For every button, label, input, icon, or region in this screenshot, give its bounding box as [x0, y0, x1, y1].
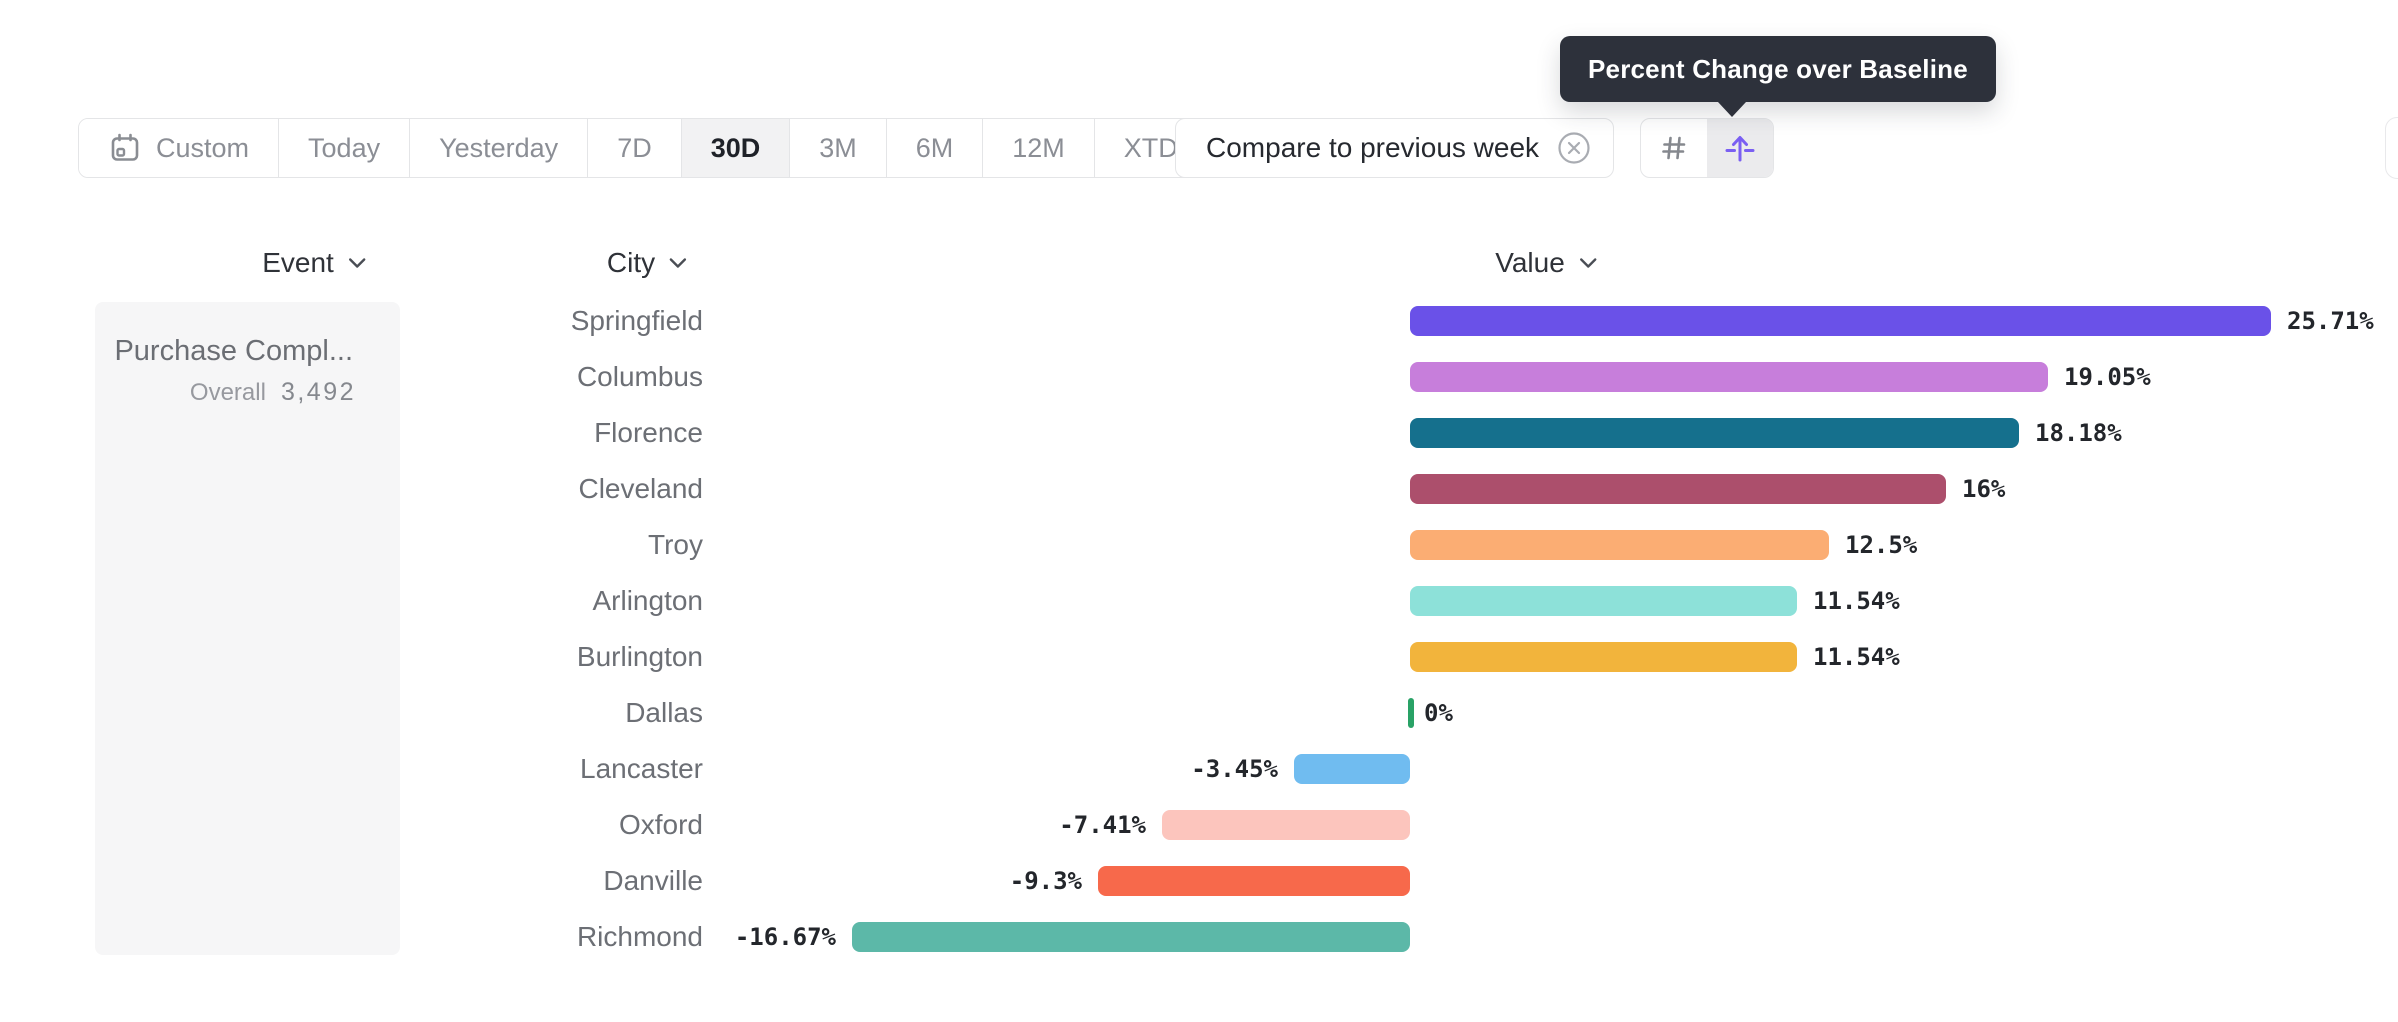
compare-to-previous-week-button[interactable]: Compare to previous week	[1175, 118, 1615, 178]
city-label-oxford: Oxford	[618, 809, 703, 840]
value-label-dallas: 0%	[1424, 699, 1453, 727]
city-label-troy: Troy	[648, 529, 703, 560]
chevron-down-icon	[348, 258, 366, 268]
bar-florence[interactable]	[1410, 418, 2019, 448]
percent-change-baseline-icon	[1722, 130, 1758, 166]
bar-arlington[interactable]	[1410, 586, 1797, 616]
value-label-columbus: 19.05%	[2064, 363, 2151, 391]
date-range-12m[interactable]: 12M	[983, 119, 1095, 177]
column-header-city-label: City	[606, 247, 656, 278]
tooltip-caret	[1718, 102, 1746, 117]
number-grid-icon	[1656, 130, 1692, 166]
date-range-label: Custom	[156, 132, 250, 163]
bar-richmond[interactable]	[852, 922, 1410, 952]
city-label-burlington: Burlington	[576, 641, 703, 672]
column-header-value[interactable]: Value	[1495, 247, 1599, 279]
column-header-city[interactable]: City	[607, 247, 689, 279]
value-label-danville: -9.3%	[1009, 867, 1082, 895]
city-label-columbus: Columbus	[576, 361, 703, 392]
date-range-label: XTD	[1123, 132, 1178, 163]
date-range-label: 3M	[819, 132, 857, 163]
city-label-danville: Danville	[603, 865, 703, 896]
date-range-selector: Custom Today Yesterday 7D 30D 3M 6M 12M XTD	[78, 118, 1244, 178]
value-label-richmond: -16.67%	[734, 923, 836, 951]
city-label-richmond: Richmond	[576, 921, 703, 952]
city-label-springfield: Springfield	[570, 305, 703, 336]
number-grid-view-button[interactable]	[1641, 119, 1707, 177]
date-range-custom[interactable]: Custom	[79, 119, 280, 177]
city-label-cleveland: Cleveland	[578, 473, 703, 504]
city-label-florence: Florence	[594, 417, 703, 448]
bar-dallas[interactable]	[1408, 698, 1414, 728]
event-name: Purchase Compl...	[114, 335, 353, 367]
value-label-oxford: -7.41%	[1059, 811, 1146, 839]
city-label-dallas: Dallas	[625, 697, 703, 728]
clipped-toolbar-button[interactable]	[2385, 117, 2398, 179]
date-range-label: 7D	[617, 132, 652, 163]
date-range-6m[interactable]: 6M	[886, 119, 984, 177]
date-range-3m[interactable]: 3M	[790, 119, 887, 177]
chart-view-toggle-group	[1640, 118, 1774, 178]
date-range-7d[interactable]: 7D	[588, 119, 682, 177]
bar-columbus[interactable]	[1410, 362, 2048, 392]
date-range-yesterday[interactable]: Yesterday	[410, 119, 589, 177]
percent-change-baseline-view-button[interactable]	[1707, 119, 1773, 177]
event-card[interactable]: Purchase Compl... Overall 3,492	[95, 302, 400, 955]
city-label-lancaster: Lancaster	[580, 753, 703, 784]
value-label-troy: 12.5%	[1845, 531, 1918, 559]
bar-oxford[interactable]	[1162, 810, 1410, 840]
tooltip-text: Percent Change over Baseline	[1588, 53, 1968, 84]
date-range-label: Today	[308, 132, 381, 163]
column-header-event-label: Event	[262, 247, 334, 278]
date-range-today[interactable]: Today	[279, 119, 411, 177]
column-header-value-label: Value	[1495, 247, 1565, 278]
chevron-down-icon	[669, 258, 687, 268]
value-label-lancaster: -3.45%	[1191, 755, 1278, 783]
event-overall-label: Overall	[189, 379, 266, 406]
event-overall-row: Overall 3,492	[190, 378, 356, 407]
event-overall-value: 3,492	[280, 378, 356, 406]
calendar-icon	[111, 133, 139, 161]
value-label-arlington: 11.54%	[1813, 587, 1900, 615]
bar-danville[interactable]	[1098, 866, 1410, 896]
date-range-label: 30D	[710, 132, 761, 163]
bar-burlington[interactable]	[1410, 642, 1797, 672]
value-label-florence: 18.18%	[2035, 419, 2122, 447]
remove-comparison-icon[interactable]	[1557, 131, 1591, 165]
value-label-cleveland: 16%	[1962, 475, 2006, 503]
city-label-arlington: Arlington	[592, 585, 703, 616]
date-range-30d[interactable]: 30D	[681, 119, 791, 177]
chevron-down-icon	[1579, 258, 1596, 268]
bar-lancaster[interactable]	[1294, 754, 1410, 784]
bar-cleveland[interactable]	[1410, 474, 1946, 504]
bar-springfield[interactable]	[1410, 306, 2271, 336]
tooltip-percent-change-over-baseline: Percent Change over Baseline	[1560, 36, 1996, 117]
date-range-label: Yesterday	[439, 132, 559, 163]
bar-troy[interactable]	[1410, 530, 1829, 560]
date-range-label: 12M	[1012, 132, 1065, 163]
value-label-springfield: 25.71%	[2287, 307, 2374, 335]
column-header-event[interactable]: Event	[262, 247, 368, 279]
compare-label: Compare to previous week	[1206, 132, 1540, 163]
date-range-label: 6M	[915, 132, 954, 163]
value-label-burlington: 11.54%	[1813, 643, 1900, 671]
